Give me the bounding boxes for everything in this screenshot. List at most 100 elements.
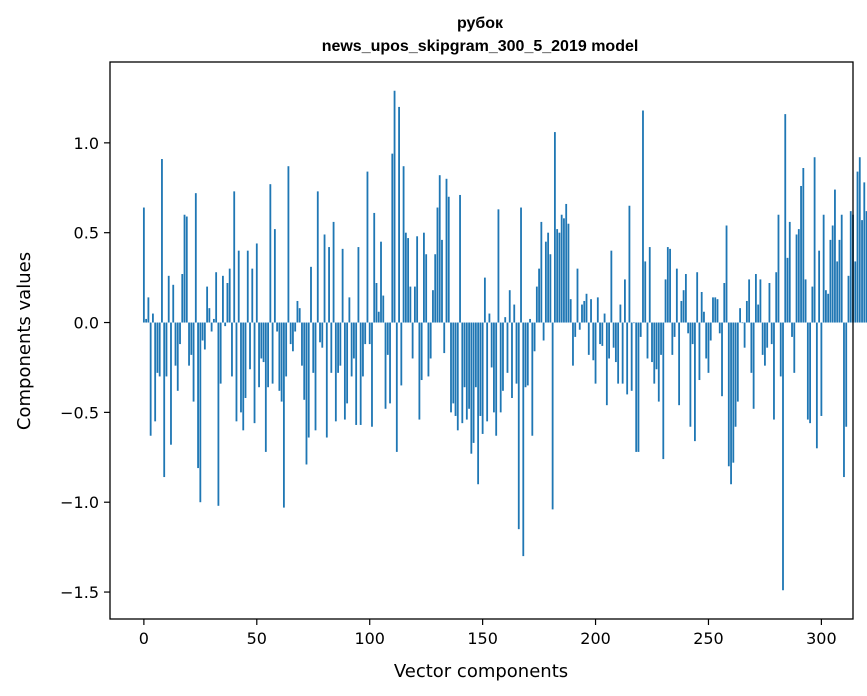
bar: [190, 322, 193, 355]
bar: [764, 322, 766, 366]
chart-title-line2: news_upos_skipgram_300_5_2019 model: [322, 38, 639, 55]
bar: [687, 322, 690, 334]
bar: [700, 291, 703, 323]
bar: [614, 322, 617, 363]
bar: [766, 322, 769, 348]
x-tick-label: 50: [247, 629, 267, 648]
bar: [332, 221, 335, 323]
bar: [605, 322, 608, 406]
bar: [739, 308, 741, 323]
bar: [262, 322, 265, 363]
bar: [834, 189, 836, 323]
bar: [294, 322, 297, 332]
y-tick-label: 0.0: [74, 314, 99, 333]
bar: [666, 247, 669, 323]
y-tick-label: 1.0: [74, 134, 99, 153]
bar: [465, 322, 468, 420]
bar: [384, 322, 387, 409]
bar: [282, 322, 285, 508]
bar: [176, 322, 179, 391]
bar: [481, 322, 484, 434]
bar: [680, 300, 683, 323]
bar: [745, 300, 748, 323]
bar: [152, 313, 154, 323]
bar: [698, 322, 701, 381]
bar: [483, 277, 486, 323]
bar: [402, 166, 405, 323]
bar: [443, 322, 446, 354]
bar: [438, 175, 441, 323]
bar: [806, 322, 809, 420]
plot-frame: [109, 61, 854, 620]
bar: [456, 322, 459, 431]
x-tick-label: 250: [693, 629, 724, 648]
bar: [678, 322, 681, 406]
x-tick-label: 0: [139, 629, 149, 648]
x-tick-label: 150: [467, 629, 498, 648]
bar: [355, 322, 358, 425]
bar: [395, 322, 398, 452]
bar: [203, 322, 206, 350]
bar: [856, 171, 859, 323]
bar: [158, 322, 161, 377]
bar: [391, 153, 394, 323]
bar: [251, 268, 254, 323]
bar: [601, 322, 604, 346]
bar: [635, 322, 638, 452]
bar: [463, 322, 466, 388]
bars-layer: [142, 90, 867, 591]
bar: [563, 218, 565, 323]
bar: [608, 322, 610, 359]
bar: [497, 209, 500, 323]
bar: [495, 322, 498, 436]
bar: [292, 322, 294, 352]
bar: [337, 322, 339, 373]
bar: [161, 159, 163, 323]
bar: [761, 322, 764, 355]
bar: [502, 322, 504, 391]
bar: [815, 322, 818, 449]
bar: [535, 286, 538, 323]
bar: [624, 279, 626, 323]
bar: [441, 239, 443, 323]
bar: [529, 318, 531, 323]
bar: [472, 322, 475, 443]
bar: [644, 261, 647, 323]
bar: [264, 322, 267, 452]
bar: [420, 322, 423, 381]
bar: [231, 322, 233, 377]
bar: [581, 304, 583, 323]
bar: [477, 322, 480, 485]
bar: [314, 322, 317, 431]
bar: [359, 322, 362, 425]
bar: [404, 232, 407, 323]
bar: [775, 272, 778, 323]
bar: [757, 304, 760, 323]
bar: [612, 322, 615, 348]
bar: [777, 214, 780, 323]
y-tick-label: −1.5: [60, 583, 99, 602]
bar: [538, 268, 540, 323]
bar: [289, 322, 292, 345]
bar: [768, 283, 771, 323]
bar: [382, 295, 385, 323]
bar: [759, 279, 762, 323]
bar: [743, 322, 746, 348]
bar: [718, 322, 721, 334]
bar: [145, 318, 148, 323]
bar: [341, 248, 344, 323]
bar: [838, 239, 841, 323]
bar: [782, 322, 784, 591]
x-tick-label: 100: [354, 629, 385, 648]
bar: [429, 322, 432, 359]
bar: [664, 279, 667, 323]
bar: [682, 290, 685, 323]
bar: [323, 234, 326, 323]
bar: [662, 322, 665, 460]
bar: [797, 229, 800, 323]
bar: [804, 279, 807, 323]
bar: [249, 322, 251, 370]
bar: [427, 322, 430, 377]
bar: [474, 322, 477, 388]
